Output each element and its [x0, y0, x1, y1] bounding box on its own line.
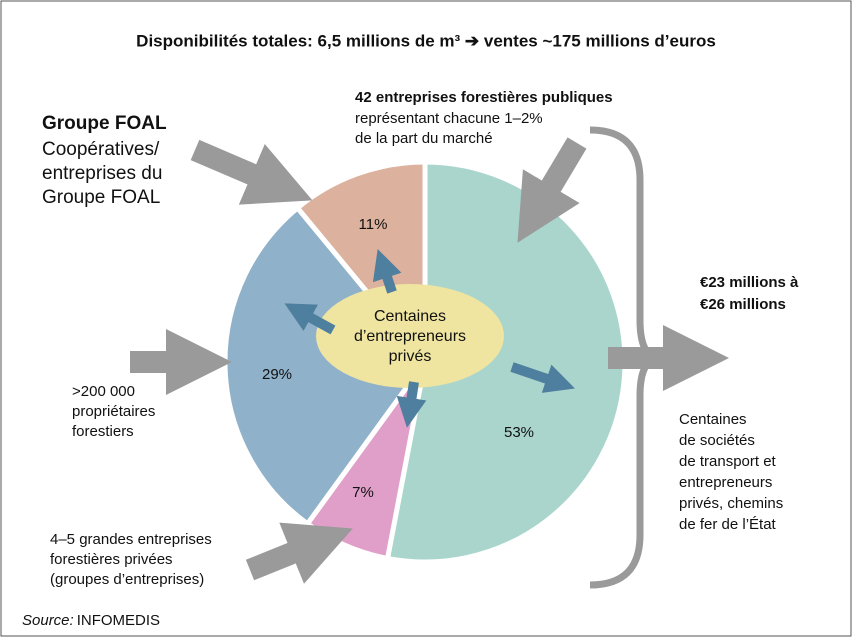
- owners-text: >200 000: [72, 383, 135, 400]
- blue-arrows: [284, 249, 575, 428]
- source-text: INFOMEDIS: [77, 612, 160, 629]
- buyers-text: de fer de l’État: [679, 516, 777, 533]
- buyers-text: privés, chemins: [679, 495, 783, 512]
- owners-text: forestiers: [72, 423, 134, 440]
- buyers-text: Centaines: [679, 411, 747, 428]
- public-text: représentant chacune 1–2%: [355, 110, 543, 127]
- public-text: de la part du marché: [355, 130, 493, 147]
- buyers-text: entrepreneurs: [679, 474, 772, 491]
- foal-text: entreprises du: [42, 163, 162, 184]
- center-ellipse: [316, 284, 504, 388]
- center-label: Centaines: [374, 308, 446, 325]
- public-title: 42 entreprises forestières publiques: [355, 89, 613, 106]
- value-label: 29%: [262, 366, 292, 383]
- foal-text: Groupe FOAL: [42, 187, 160, 208]
- range-text: €26 millions: [700, 296, 786, 313]
- private-text: forestières privées: [50, 551, 173, 568]
- owners-text: propriétaires: [72, 403, 155, 420]
- value-label: 11%: [359, 216, 388, 233]
- private-text: (groupes d’entreprises): [50, 571, 204, 588]
- brace: [589, 126, 661, 589]
- source: Source: INFOMEDIS: [22, 612, 160, 629]
- buyers-text: de sociétés: [679, 432, 755, 449]
- foal-text: Coopératives/: [42, 139, 160, 160]
- center-label: privés: [389, 348, 432, 365]
- value-label: 53%: [504, 424, 534, 441]
- title: Disponibilités totales: 6,5 millions de …: [136, 31, 716, 50]
- range-text: €23 millions à: [700, 274, 799, 291]
- private-text: 4–5 grandes entreprises: [50, 531, 212, 548]
- gray-arrows: [130, 137, 729, 584]
- foal-title: Groupe FOAL: [42, 113, 167, 134]
- source-label: Source:: [22, 612, 74, 629]
- buyers-text: de transport et: [679, 453, 777, 470]
- value-label: 7%: [352, 484, 374, 501]
- center-label: d’entrepreneurs: [354, 328, 466, 345]
- pie-slice: [384, 159, 628, 565]
